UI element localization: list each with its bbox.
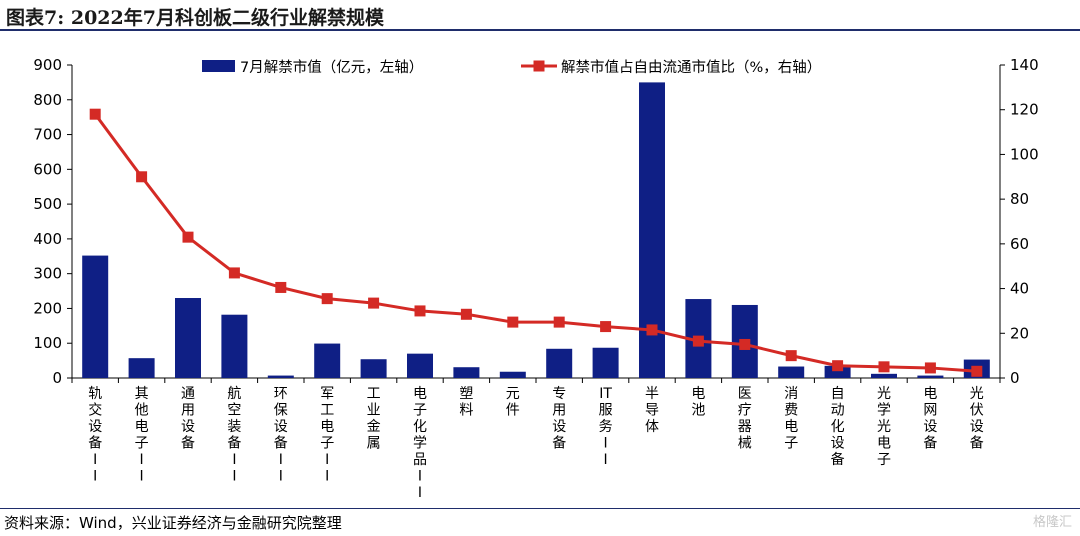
category-label: 自动化设备 [831,386,845,468]
bar [128,358,155,378]
left-tick-label: 400 [33,230,62,248]
category-label: 电网设备 [923,386,937,452]
bar [453,367,480,378]
line-point [646,324,658,336]
title-bar: 图表7: 2022年7月科创板二级行业解禁规模 [0,0,1080,31]
line-point [971,365,983,377]
bar-series [82,82,990,378]
left-tick-label: 800 [33,91,62,109]
legend-bar-label: 7月解禁市值（亿元，左轴） [240,59,423,76]
line-point [739,338,751,350]
category-label: 航空装备 I I [227,386,241,485]
bar [175,298,201,378]
category-label: 轨交设备 I I [88,386,102,485]
line-point [460,308,472,320]
category-label: IT 服务 I I [599,386,613,468]
bar [824,365,851,378]
category-label: 塑料 [459,386,473,419]
category-label: 其他电子 I I [135,386,149,485]
category-label: 电子化学品 I I [413,386,427,501]
category-label: 专用设备 [552,386,566,452]
footer-divider [0,508,1080,509]
left-tick-label: 900 [33,56,62,74]
line-point [89,108,101,120]
legend-line-label: 解禁市值占自由流通市值比（%，右轴） [561,59,821,76]
bar [592,347,619,378]
bar [871,373,897,378]
bar [267,375,294,378]
right-tick-label: 120 [1010,101,1039,119]
legend-line-marker [533,60,545,72]
right-tick-label: 80 [1010,190,1029,208]
left-tick-label: 100 [33,334,62,352]
category-label: 元件 [506,386,520,419]
bar [82,255,109,378]
bar [499,371,526,378]
legend-bar-swatch [202,60,235,72]
left-tick-label: 0 [52,369,62,387]
right-tick-label: 0 [1010,369,1020,387]
legend: 7月解禁市值（亿元，左轴） 解禁市值占自由流通市值比（%，右轴） [202,59,821,76]
right-tick-label: 60 [1010,235,1029,253]
line-point [321,293,333,305]
chart-title: 图表7: 2022年7月科创板二级行业解禁规模 [6,7,384,29]
category-label: 环保设备 I I [274,386,288,485]
category-label: 消费电子 [784,386,798,452]
category-label: 通用设备 [181,386,195,452]
right-tick-label: 140 [1010,56,1039,74]
left-tick-label: 300 [33,265,62,283]
category-label: 电池 [691,386,705,419]
line-series [89,108,983,377]
bar [314,343,341,378]
line-point [924,362,936,374]
line-point [553,316,565,328]
bar [360,359,387,378]
category-label: 半导体 [645,386,659,435]
line-point [692,335,704,347]
line-point [832,360,844,372]
line-point [507,316,519,328]
right-tick-label: 100 [1010,145,1039,163]
bar [546,348,573,378]
line-point [136,171,148,183]
source-note: 资料来源：Wind，兴业证券经济与金融研究院整理 [4,514,342,532]
category-label: 工业金属 [367,386,381,452]
bar [917,375,944,378]
line-point [228,267,240,279]
title-divider [0,29,1080,31]
line-point [878,361,890,373]
line-point [414,305,426,317]
category-label: 光伏设备 [970,386,984,452]
line-point [600,321,612,333]
category-label: 军工电子 I I [320,386,334,485]
left-tick-label: 700 [33,126,62,144]
chart-axes: 0 100 200 300 400 500 600 700 800 900 0 20 40 60 80 100… [33,56,1038,387]
line-point [785,350,797,362]
bar [778,366,805,378]
category-labels: 轨交设备 I I 其他电子 I I 通用设备 航空装备 I I 环保设备 I I 军工电子 I I 工业金属 电子… [88,386,984,501]
category-label: 医疗器械 [738,386,752,452]
line-point [182,231,194,243]
line-point [275,281,287,293]
right-tick-label: 40 [1010,280,1029,298]
left-tick-label: 200 [33,299,62,317]
left-tick-label: 600 [33,160,62,178]
bar [221,314,248,378]
series-line [93,113,977,373]
category-label: 光学光电子 [877,386,891,468]
bar [407,353,433,378]
line-point [368,297,380,309]
watermark: 格隆汇 [1032,515,1072,530]
left-tick-label: 500 [33,195,62,213]
right-tick-label: 20 [1010,324,1029,342]
